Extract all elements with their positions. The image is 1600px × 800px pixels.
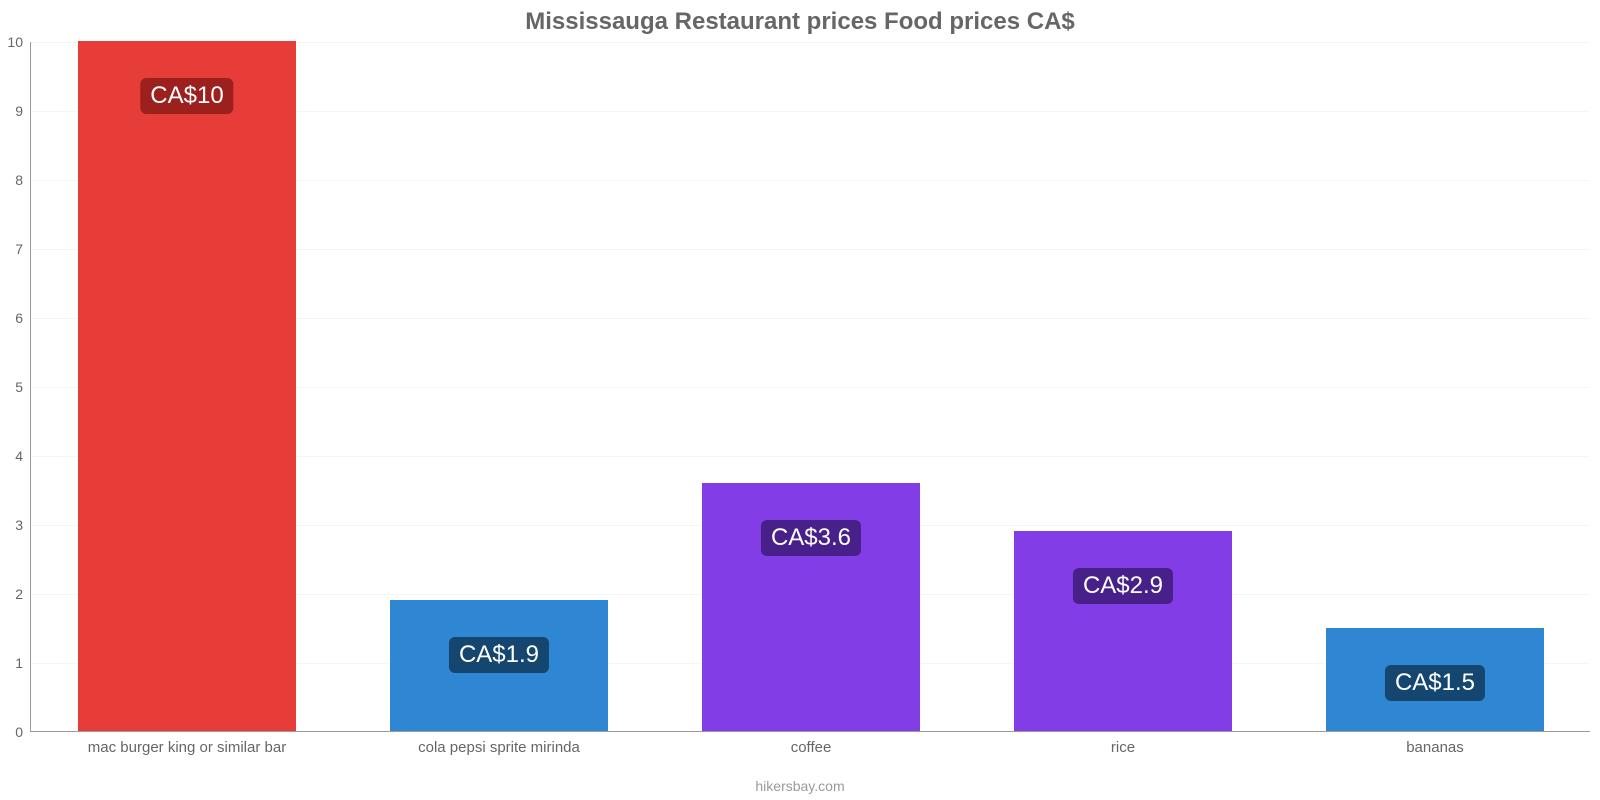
y-tick-label: 9 xyxy=(15,103,31,119)
bar-value-label: CA$2.9 xyxy=(1073,568,1173,604)
y-tick-label: 3 xyxy=(15,517,31,533)
x-tick-label: cola pepsi sprite mirinda xyxy=(418,731,580,756)
y-tick-label: 8 xyxy=(15,172,31,188)
bar-slot: CA$2.9rice xyxy=(967,42,1279,731)
price-bar-chart: Mississauga Restaurant prices Food price… xyxy=(0,0,1600,800)
x-tick-label: mac burger king or similar bar xyxy=(88,731,286,756)
y-tick-label: 6 xyxy=(15,310,31,326)
x-tick-label: rice xyxy=(1111,731,1135,756)
bar-value-label: CA$10 xyxy=(140,78,233,114)
y-tick-label: 7 xyxy=(15,241,31,257)
x-tick-label: coffee xyxy=(791,731,832,756)
bar-value-label: CA$1.9 xyxy=(449,637,549,673)
y-tick-label: 5 xyxy=(15,379,31,395)
plot-area: CA$10mac burger king or similar barCA$1.… xyxy=(30,42,1590,732)
chart-title: Mississauga Restaurant prices Food price… xyxy=(0,8,1600,36)
y-tick-label: 2 xyxy=(15,586,31,602)
bar xyxy=(1014,531,1232,731)
bar-slot: CA$3.6coffee xyxy=(655,42,967,731)
y-tick-label: 4 xyxy=(15,448,31,464)
bar-slot: CA$1.5bananas xyxy=(1279,42,1591,731)
bars-group: CA$10mac burger king or similar barCA$1.… xyxy=(31,42,1590,731)
y-tick-label: 0 xyxy=(15,724,31,740)
bar-slot: CA$1.9cola pepsi sprite mirinda xyxy=(343,42,655,731)
bar xyxy=(78,41,296,731)
bar-value-label: CA$3.6 xyxy=(761,520,861,556)
x-tick-label: bananas xyxy=(1406,731,1464,756)
bar-value-label: CA$1.5 xyxy=(1385,665,1485,701)
chart-attribution: hikersbay.com xyxy=(0,778,1600,794)
bar-slot: CA$10mac burger king or similar bar xyxy=(31,42,343,731)
y-tick-label: 10 xyxy=(7,34,31,50)
y-tick-label: 1 xyxy=(15,655,31,671)
